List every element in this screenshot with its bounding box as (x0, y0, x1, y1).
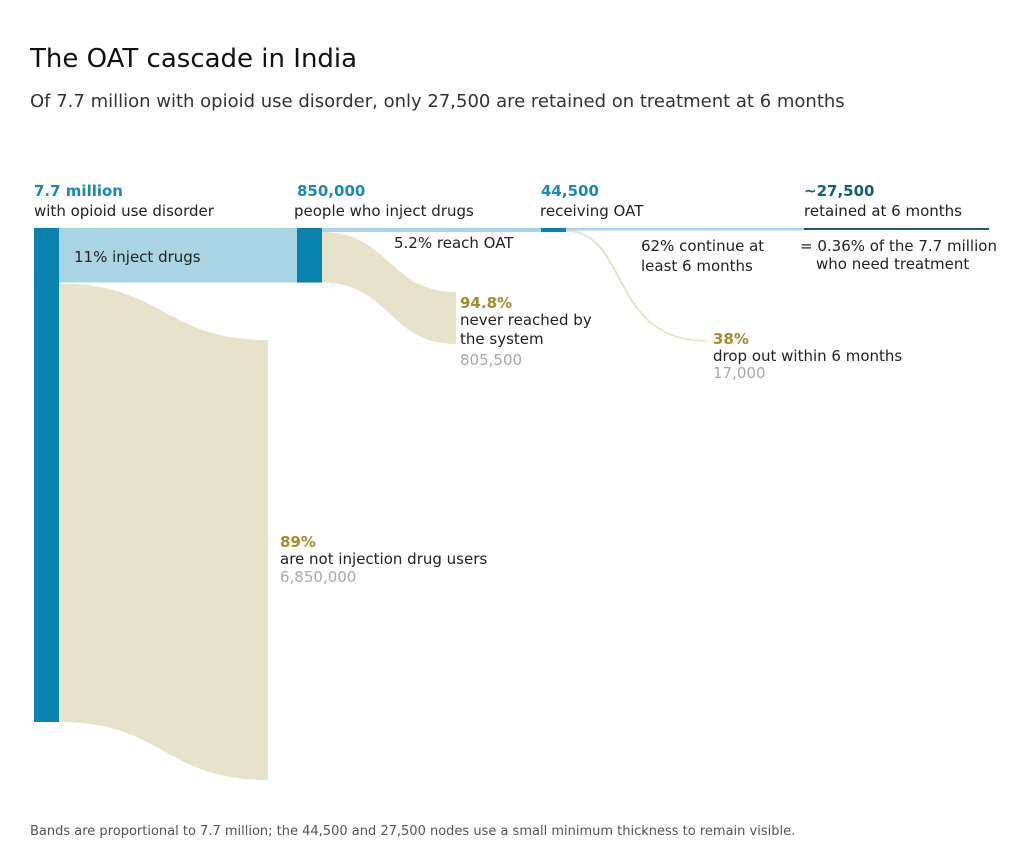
flow-band-inject-drugs (59, 228, 297, 283)
flow-continue-label-2: least 6 months (641, 257, 753, 275)
flow-band-never-reached (322, 232, 456, 344)
chart-title: The OAT cascade in India (30, 44, 358, 74)
node-oud-label: with opioid use disorder (34, 202, 215, 220)
flow-band-continue-6-months (566, 228, 804, 231)
node-oat-value: 44,500 (541, 182, 599, 200)
flow-never-label-1: never reached by (460, 311, 592, 329)
flow-never-count: 805,500 (460, 351, 522, 369)
chart-subtitle: Of 7.7 million with opioid use disorder,… (30, 91, 845, 112)
flow-dropout-count: 17,000 (713, 364, 766, 382)
node-retained (804, 228, 989, 230)
node-opioid-use-disorder (34, 228, 59, 722)
flow-non-inject-label: are not injection drug users (280, 550, 487, 568)
node-pwid-label: people who inject drugs (294, 202, 474, 220)
node-oat-label: receiving OAT (540, 202, 644, 220)
flow-dropout-pct: 38% (713, 330, 749, 348)
node-retained-label: retained at 6 months (804, 202, 962, 220)
flow-non-inject-pct: 89% (280, 533, 316, 551)
flow-band-not-injecting (59, 283, 268, 780)
flow-inject-label: 11% inject drugs (74, 248, 201, 266)
node-retained-note-1: = 0.36% of the 7.7 million (800, 237, 997, 255)
flow-never-pct: 94.8% (460, 294, 512, 312)
footnote: Bands are proportional to 7.7 million; t… (30, 824, 796, 839)
flow-reach-label: 5.2% reach OAT (394, 234, 514, 252)
node-retained-note-2: who need treatment (816, 255, 969, 273)
flow-continue-label-1: 62% continue at (641, 237, 764, 255)
flow-band-reach-oat (322, 228, 541, 232)
flow-never-label-2: the system (460, 330, 544, 348)
node-receiving-oat (541, 228, 566, 232)
flow-non-inject-count: 6,850,000 (280, 568, 356, 586)
node-pwid-value: 850,000 (297, 182, 365, 200)
node-people-who-inject (297, 228, 322, 283)
node-oud-value: 7.7 million (34, 182, 123, 200)
node-retained-value: ~27,500 (804, 182, 874, 200)
flow-dropout-label: drop out within 6 months (713, 347, 902, 365)
